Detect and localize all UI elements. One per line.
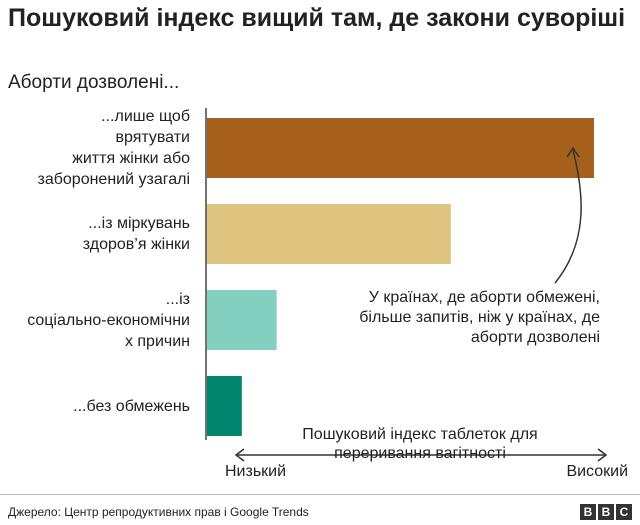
annotation-arrowhead (566, 146, 580, 158)
logo-letter: C (616, 504, 632, 520)
scale-low-label: Низький (225, 463, 287, 480)
source-note: Джерело: Центр репродуктивних прав і Goo… (8, 505, 309, 519)
category-label-line: здоров’я жінки (82, 236, 190, 253)
scale-arrow (234, 448, 608, 462)
category-label-line: ...із міркувань (88, 215, 190, 232)
category-label-line: ...без обмежень (73, 397, 190, 415)
chart-title: Пошуковий індекс вищий там, де закони су… (8, 4, 626, 32)
category-label-line: заборонений узагалі (37, 171, 191, 188)
category-label-line: ...із (165, 290, 190, 308)
x-axis-title: Пошуковий індекс таблеток для перериванн… (302, 426, 538, 462)
bar (207, 290, 277, 350)
annotation-line: більше запитів, ніж у країнах, де (359, 309, 600, 326)
category-label: ...із соціально-економічни х причин (0, 289, 190, 352)
footer-divider (0, 494, 640, 495)
chart-annotation: У країнах, де аборти обмежені, більше за… (330, 288, 600, 348)
category-label-line: життя жінки або (72, 150, 190, 167)
annotation-arrow (554, 149, 582, 284)
category-label-line: х причин (124, 332, 190, 350)
logo-letter: B (580, 504, 596, 520)
bbc-logo: B B C (580, 504, 632, 520)
category-label-line: ...лише щоб (101, 108, 190, 125)
scale-high-label: Високий (566, 463, 628, 480)
category-label: ...лише щоб врятувати життя жінки або забор… (0, 106, 191, 190)
bar (207, 204, 451, 264)
category-label-line: врятувати (115, 129, 190, 146)
logo-letter: B (598, 504, 614, 520)
bar (207, 376, 242, 436)
category-label: ...без обмежень (0, 396, 190, 417)
annotation-line: аборти дозволені (470, 329, 600, 346)
bar (207, 118, 594, 178)
chart-subtitle: Аборти дозволені... (8, 72, 180, 93)
annotation-line: У країнах, де аборти обмежені, (368, 289, 600, 306)
category-label-line: соціально-економічни (27, 311, 190, 329)
category-label: ...із міркувань здоров’я жінки (0, 213, 190, 255)
